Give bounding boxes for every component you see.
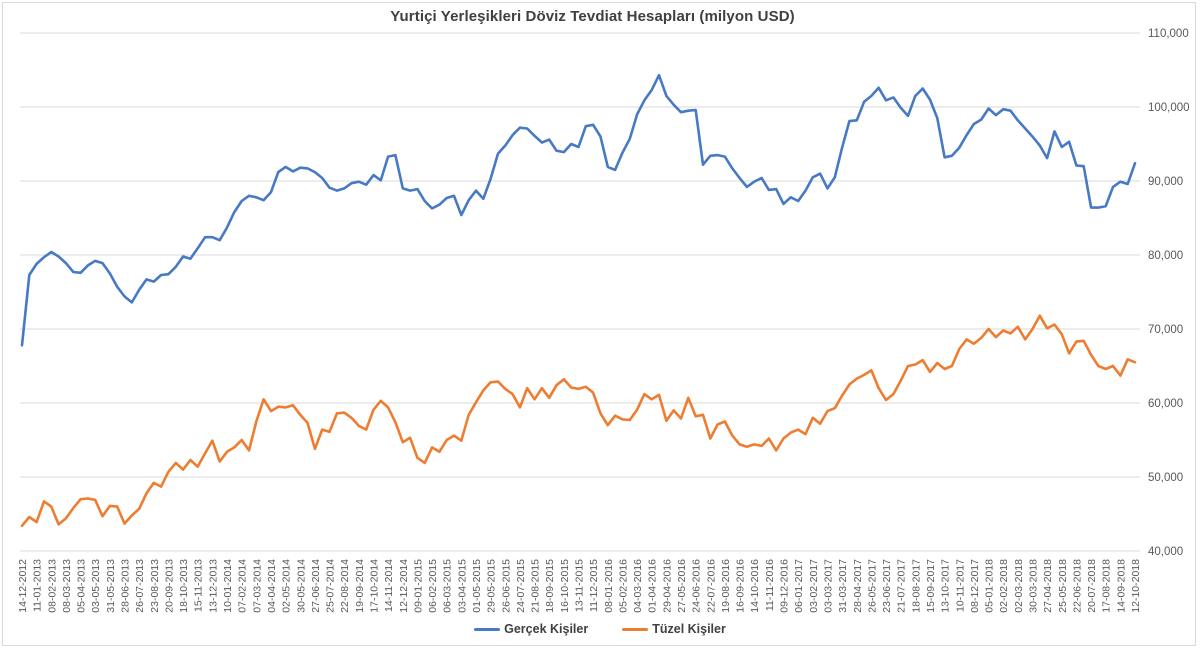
x-axis-tick-label: 30-05-2014 [295,559,307,613]
x-axis-tick-label: 10-11-2017 [954,559,966,612]
x-axis-tick-label: 18-08-2017 [910,559,922,613]
x-axis-tick-label: 10-01-2014 [222,559,234,613]
legend-item-gercek-kisiler: Gerçek Kişiler [474,622,588,636]
x-axis-tick-label: 08-01-2016 [603,559,615,613]
x-axis-tick-label: 28-06-2013 [120,559,132,613]
x-axis-tick-label: 26-06-2015 [500,559,512,613]
x-axis-tick-label: 31-05-2013 [105,559,117,613]
x-axis-tick-label: 15-09-2017 [925,559,937,613]
x-axis-tick-label: 14-09-2018 [1115,559,1127,613]
x-axis-tick-label: 22-08-2014 [339,559,351,613]
x-axis-tick-label: 27-05-2016 [676,559,688,613]
x-axis-tick-label: 13-10-2017 [940,559,952,613]
x-axis-tick-label: 25-05-2018 [1057,559,1069,613]
x-axis-tick-label: 17-10-2014 [368,559,380,613]
x-axis-tick-label: 06-02-2015 [427,559,439,613]
x-axis-tick-label: 02-02-2018 [998,559,1010,613]
x-axis-tick-label: 08-03-2013 [61,559,73,613]
x-axis-tick-label: 31-03-2017 [837,559,849,613]
legend-item-tuzel-kisiler: Tüzel Kişiler [622,622,726,636]
x-axis-tick-label: 16-10-2015 [559,559,571,613]
x-axis-tick-label: 03-04-2015 [456,559,468,613]
y-axis-tick-label: 110,000 [1148,28,1189,40]
y-axis-tick-label: 50,000 [1148,472,1183,484]
y-axis-tick-label: 40,000 [1148,546,1183,558]
legend-label: Tüzel Kişiler [652,622,726,636]
x-axis-tick-label: 02-03-2018 [1013,559,1025,613]
x-axis-tick-label: 06-01-2017 [793,559,805,613]
legend-label: Gerçek Kişiler [504,622,589,636]
x-axis-tick-label: 09-01-2015 [412,559,424,613]
x-axis-tick-label: 14-12-2012 [17,559,29,613]
x-axis-tick-label: 19-09-2014 [354,559,366,613]
x-axis-tick-label: 13-11-2015 [574,559,586,612]
x-axis-tick-label: 21-08-2015 [530,559,542,613]
x-axis-tick-label: 26-05-2017 [866,559,878,613]
x-axis-tick-label: 05-01-2018 [984,559,996,613]
line-swatch-icon [622,627,649,631]
x-axis-tick-label: 06-03-2015 [442,559,454,613]
chart-title: Yurtiçi Yerleşikleri Döviz Tevdiat Hesap… [390,8,795,25]
x-axis-tick-label: 04-04-2014 [266,559,278,613]
x-axis-tick-label: 12-10-2018 [1130,559,1142,613]
x-axis-tick-label: 05-02-2016 [617,559,629,613]
x-axis-tick-label: 25-07-2014 [325,559,337,613]
x-axis-tick-label: 11-12-2015 [588,559,600,612]
x-axis-tick-label: 23-08-2013 [149,559,161,613]
x-axis-tick-label: 22-06-2018 [1071,559,1083,613]
x-axis-tick-label: 11-01-2013 [32,559,44,612]
x-axis-tick-label: 07-02-2014 [237,559,249,613]
x-axis-tick-label: 08-02-2013 [46,559,58,613]
x-axis-tick-label: 19-08-2016 [720,559,732,613]
y-axis-tick-label: 70,000 [1148,324,1183,336]
x-axis-tick-label: 01-05-2015 [471,559,483,613]
x-axis-tick-label: 24-06-2016 [691,559,703,613]
y-axis-tick-label: 60,000 [1148,398,1183,410]
x-axis-tick-label: 02-05-2014 [281,559,293,613]
x-axis-tick-label: 27-06-2014 [310,559,322,613]
x-axis-tick-label: 08-12-2017 [969,559,981,613]
x-axis-tick-label: 14-11-2014 [383,559,395,612]
x-axis-tick-label: 03-05-2013 [90,559,102,613]
x-axis-tick-label: 20-09-2013 [163,559,175,613]
x-axis-tick-label: 15-11-2013 [193,559,205,612]
x-axis-tick-label: 14-10-2016 [749,559,761,613]
y-axis-tick-label: 100,000 [1148,102,1190,114]
x-axis-tick-label: 04-03-2016 [632,559,644,613]
x-axis-tick-label: 16-09-2016 [735,559,747,613]
x-axis-tick-label: 07-03-2014 [251,559,263,613]
x-axis-tick-label: 22-07-2016 [705,559,717,613]
series-line-gercek-kisiler [20,73,1137,347]
y-axis-tick-label: 90,000 [1148,176,1183,188]
x-axis-tick-label: 29-05-2015 [486,559,498,613]
x-axis-tick-label: 20-07-2018 [1086,559,1098,613]
series-line-tuzel-kisiler [20,314,1137,528]
x-axis-tick-label: 05-04-2013 [76,559,88,613]
x-axis-tick-label: 24-07-2015 [515,559,527,613]
x-axis-tick-label: 03-02-2017 [808,559,820,613]
x-axis-tick-label: 28-04-2017 [852,559,864,613]
y-axis-tick-label: 80,000 [1148,250,1183,262]
x-axis-tick-label: 18-09-2015 [544,559,556,613]
x-axis-tick-label: 12-12-2014 [398,559,410,613]
x-axis-tick-label: 03-03-2017 [822,559,834,613]
x-axis-tick-label: 18-10-2013 [178,559,190,613]
line-swatch-icon [474,627,501,631]
x-axis-tick-label: 27-04-2018 [1042,559,1054,613]
x-axis-tick-label: 01-04-2016 [647,559,659,613]
chart-legend: Gerçek Kişiler Tüzel Kişiler [0,622,1200,636]
x-axis-tick-label: 23-06-2017 [881,559,893,613]
x-axis-tick-label: 13-12-2013 [207,559,219,613]
x-axis-tick-label: 11-11-2016 [764,559,776,611]
x-axis-tick-label: 09-12-2016 [779,559,791,613]
x-axis-tick-label: 21-07-2017 [896,559,908,613]
x-axis-tick-label: 29-04-2016 [661,559,673,613]
x-axis-tick-label: 30-03-2018 [1027,559,1039,613]
x-axis-tick-label: 26-07-2013 [134,559,146,613]
x-axis-tick-label: 17-08-2018 [1101,559,1113,613]
